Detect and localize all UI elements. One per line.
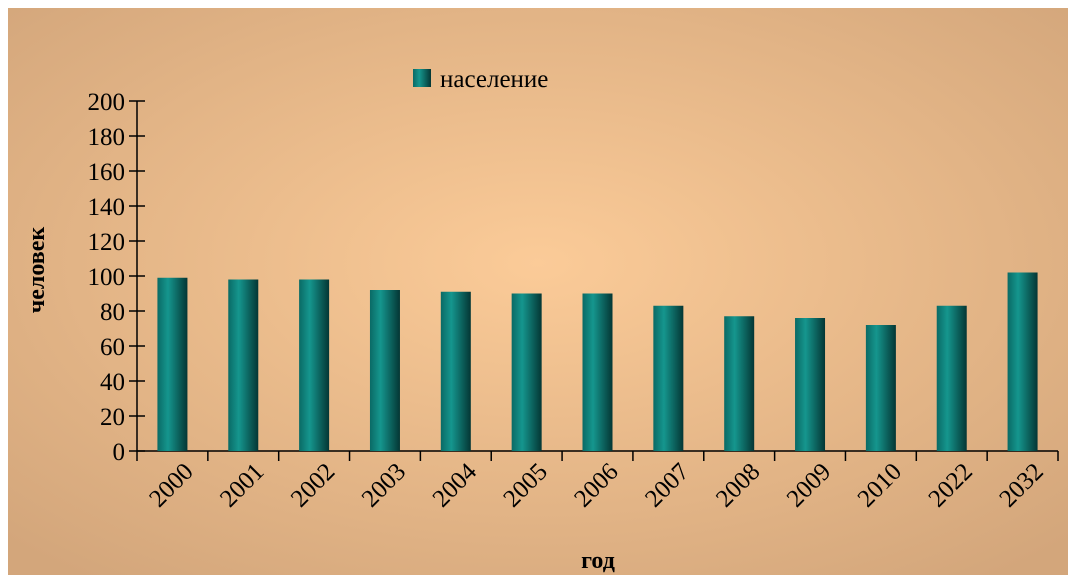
- y-tick-label: 160: [88, 159, 126, 186]
- bar: [369, 290, 400, 451]
- legend-label: население: [440, 66, 548, 93]
- y-tick-label: 180: [88, 124, 126, 151]
- y-tick-label: 80: [100, 299, 125, 326]
- x-axis-label: год: [581, 548, 615, 574]
- bar: [440, 291, 471, 451]
- y-tick-label: 140: [88, 194, 126, 221]
- bar: [724, 316, 755, 451]
- y-tick-label: 100: [88, 264, 126, 291]
- bar: [653, 305, 684, 451]
- bar: [865, 325, 896, 451]
- bar: [157, 277, 188, 451]
- y-tick-label: 0: [113, 439, 126, 466]
- legend-swatch: [413, 69, 431, 87]
- bar: [936, 305, 967, 451]
- bar: [511, 293, 542, 451]
- y-tick-label: 120: [88, 229, 126, 256]
- y-axis-label: человек: [24, 227, 50, 314]
- y-tick-label: 20: [100, 404, 125, 431]
- y-tick-label: 60: [100, 334, 125, 361]
- bar: [1007, 272, 1038, 451]
- y-tick-label: 40: [100, 369, 125, 396]
- y-tick-label: 200: [88, 89, 126, 116]
- bar: [228, 279, 259, 451]
- bar: [299, 279, 330, 451]
- bar: [795, 318, 826, 451]
- bar: [582, 293, 613, 451]
